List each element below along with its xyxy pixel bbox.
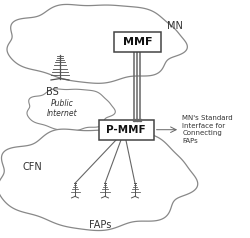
FancyBboxPatch shape <box>99 120 154 140</box>
Ellipse shape <box>99 5 132 30</box>
Ellipse shape <box>29 18 161 68</box>
Ellipse shape <box>57 55 92 82</box>
Text: MN's Standard
Interface for
Connecting
FAPs: MN's Standard Interface for Connecting F… <box>182 115 233 144</box>
Text: MN: MN <box>168 21 184 31</box>
Ellipse shape <box>143 29 179 57</box>
Ellipse shape <box>129 180 177 217</box>
Ellipse shape <box>88 112 104 124</box>
Ellipse shape <box>94 103 110 116</box>
Ellipse shape <box>99 197 135 225</box>
Ellipse shape <box>19 144 55 172</box>
Ellipse shape <box>11 29 47 57</box>
Text: MMF: MMF <box>123 37 152 47</box>
Ellipse shape <box>52 117 68 129</box>
Polygon shape <box>7 5 187 83</box>
Polygon shape <box>27 89 115 131</box>
Ellipse shape <box>144 161 190 196</box>
Ellipse shape <box>54 1 95 34</box>
Ellipse shape <box>133 46 164 71</box>
Ellipse shape <box>38 96 102 123</box>
Ellipse shape <box>24 14 59 40</box>
Ellipse shape <box>16 183 57 214</box>
Ellipse shape <box>88 94 104 108</box>
Text: CFN: CFN <box>22 162 42 172</box>
Ellipse shape <box>3 163 43 194</box>
FancyBboxPatch shape <box>114 32 161 52</box>
Ellipse shape <box>23 146 167 211</box>
Ellipse shape <box>55 197 91 225</box>
Ellipse shape <box>96 130 138 162</box>
Ellipse shape <box>70 115 89 131</box>
Ellipse shape <box>53 131 92 161</box>
Text: BS: BS <box>46 87 59 97</box>
Ellipse shape <box>35 111 53 125</box>
Text: FAPs: FAPs <box>89 220 111 230</box>
Ellipse shape <box>36 95 52 107</box>
Ellipse shape <box>22 43 62 74</box>
Ellipse shape <box>130 141 176 176</box>
Ellipse shape <box>97 54 134 83</box>
Ellipse shape <box>70 88 90 104</box>
Text: P-MMF: P-MMF <box>106 125 146 135</box>
Polygon shape <box>0 129 198 231</box>
Ellipse shape <box>128 11 169 43</box>
Ellipse shape <box>51 89 70 103</box>
Text: Public
Internet: Public Internet <box>47 99 78 118</box>
Ellipse shape <box>29 103 47 116</box>
